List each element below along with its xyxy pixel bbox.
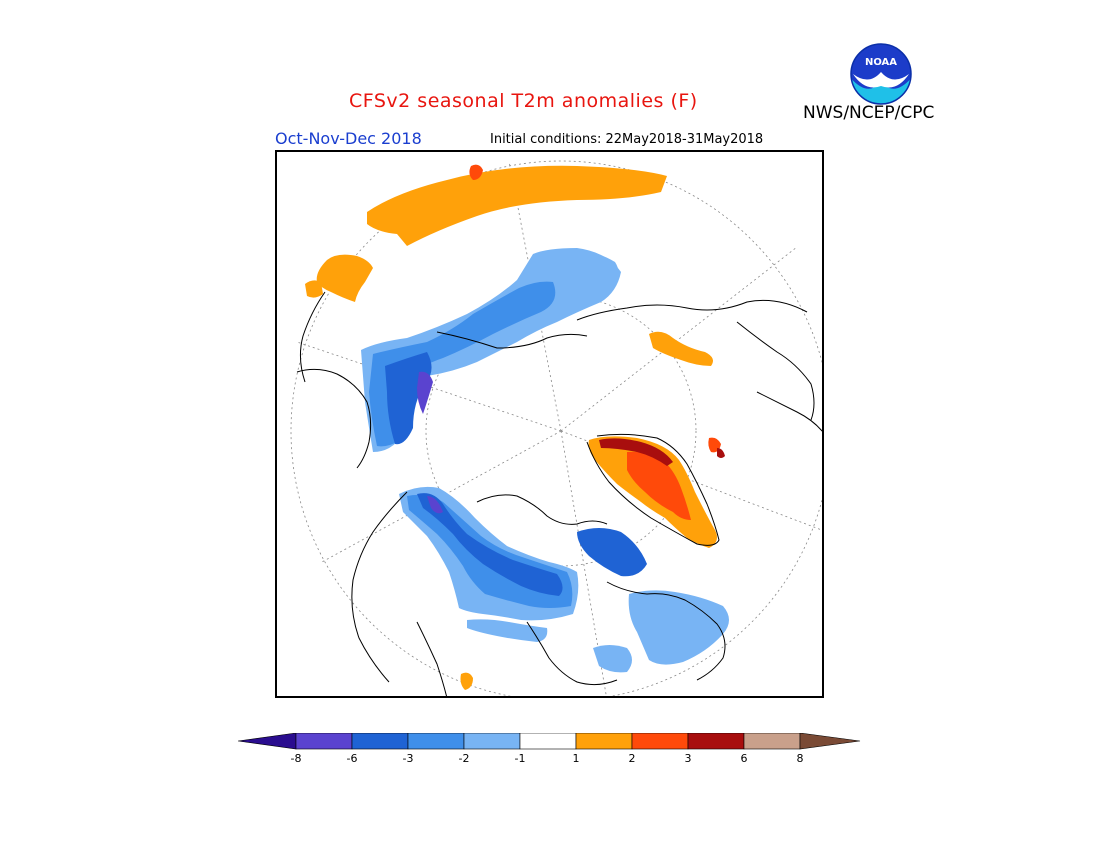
colorbar-left-arrow (238, 733, 297, 750)
anomaly-scandinavia-orange (316, 254, 373, 302)
coastlines (296, 291, 822, 696)
colorbar-bin-3 (407, 733, 465, 750)
polar-map (275, 150, 824, 698)
anomaly-med-orange (460, 672, 473, 690)
colorbar-bin-7 (631, 733, 689, 750)
anomaly-canada-darkblue (417, 493, 563, 596)
anomaly-farEast-lightblue (577, 251, 619, 289)
anomaly-hudson-lightblue (593, 645, 632, 673)
colorbar-tick-label: 2 (628, 752, 636, 765)
map-canvas (290, 160, 822, 696)
globe-boundary (290, 160, 822, 696)
anomaly-barents-red (469, 164, 483, 180)
anomaly-siberia-lightblue (361, 248, 621, 452)
colorbar-tick-label: -1 (514, 752, 526, 765)
anomaly-russia-north-orange (367, 165, 667, 246)
colorbar-bin-6 (575, 733, 633, 750)
noaa-logo-icon: NOAA (850, 43, 912, 105)
colorbar-tick-label: 3 (684, 752, 692, 765)
anomaly-canada-west-lightblue (467, 619, 548, 642)
colorbar-bin-8 (687, 733, 745, 750)
season-label: Oct-Nov-Dec 2018 (275, 129, 422, 148)
anomaly-north-pacific-orange (649, 331, 713, 366)
anomaly-siberia-blue (369, 281, 556, 447)
anomaly-greenland-red (627, 451, 691, 520)
colorbar-bin-9 (743, 733, 801, 750)
agency-label: NWS/NCEP/CPC (803, 103, 935, 123)
colorbar-bin-5 (519, 733, 577, 750)
chart-title: CFSv2 seasonal T2m anomalies (F) (349, 90, 698, 112)
anomaly-iceland-darkred (717, 448, 725, 458)
colorbar (238, 733, 861, 750)
colorbar-bin-1 (295, 733, 353, 750)
initial-conditions-label: Initial conditions: 22May2018-31May2018 (490, 132, 764, 147)
logo-text: NOAA (865, 57, 897, 68)
colorbar-tick-label: 6 (740, 752, 748, 765)
anomaly-greenland-darkred (599, 438, 673, 466)
anomaly-alaska-purple (427, 496, 443, 514)
colorbar-tick-label: -2 (458, 752, 470, 765)
colorbar-bin-2 (351, 733, 409, 750)
anomaly-scandinavia-west-orange (305, 280, 323, 298)
colorbar-bin-4 (463, 733, 521, 750)
colorbar-right-arrow (799, 733, 861, 750)
anomaly-archipelago-darkblue (577, 528, 647, 577)
colorbar-tick-label: -6 (346, 752, 358, 765)
colorbar-tick-label: 1 (572, 752, 580, 765)
anomaly-siberia-purple (417, 371, 433, 414)
colorbar-tick-label: -8 (290, 752, 302, 765)
anomaly-labrador-lightblue (628, 590, 729, 665)
colorbar-tick-label: -3 (402, 752, 414, 765)
colorbar-tick-label: 8 (796, 752, 804, 765)
